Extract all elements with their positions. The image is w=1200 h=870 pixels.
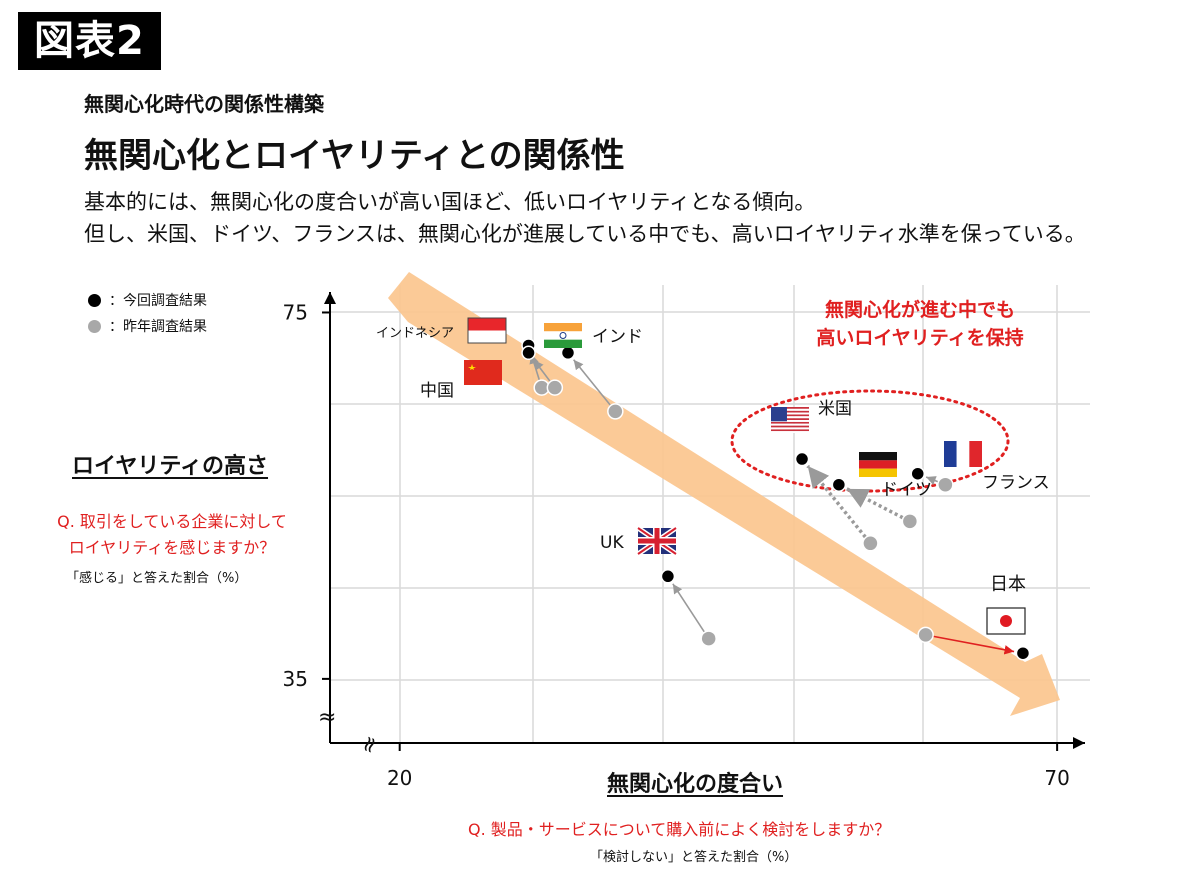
- flag-stripe: [468, 318, 506, 331]
- x-axis-title: 無関心化の度合い: [607, 772, 784, 797]
- data-point-previous: [546, 379, 564, 396]
- flag-stripe: [771, 421, 809, 424]
- flag-stripe: [771, 425, 809, 428]
- legend-previous-marker: [88, 319, 101, 333]
- data-point-previous: [700, 630, 717, 647]
- country-label: UK: [600, 533, 624, 553]
- callout-line-2: 高いロイヤリティを保持: [816, 327, 1024, 349]
- flag-sun: [1000, 615, 1012, 627]
- country-label: インド: [592, 327, 643, 347]
- flag-stripe: [771, 407, 809, 409]
- x-axis-break-mark: ≈: [355, 732, 385, 758]
- flag-emblem: [559, 332, 567, 339]
- country-label: フランス: [982, 473, 1050, 493]
- legend-current: ：今回調査結果: [88, 290, 207, 310]
- flag-stripe: [771, 416, 809, 419]
- data-point-current: [910, 466, 926, 481]
- country-label: 日本: [990, 574, 1026, 595]
- data-point-previous: [607, 403, 624, 420]
- indonesia-flag-icon: [467, 317, 507, 344]
- flag-canton: [771, 407, 787, 422]
- y-tick-label-0: 35: [283, 667, 308, 691]
- x-axis-note: 「検討しない」と答えた割合（%）: [590, 850, 798, 865]
- china-flag-icon: [464, 360, 502, 385]
- legend-current-marker: [88, 293, 101, 307]
- flag-stripe: [771, 412, 809, 415]
- y-axis-break-mark: ≈: [318, 705, 336, 730]
- movement-arrow: [933, 635, 1015, 655]
- flag-stripe: [771, 418, 809, 420]
- movement-arrow: [846, 487, 904, 520]
- france-flag-icon: [944, 441, 982, 467]
- flag-border: [467, 317, 507, 344]
- flag-field: [464, 360, 502, 385]
- data-point-current: [660, 569, 676, 584]
- y-axis-question-line-1: Q. 取引をしている企業に対して: [57, 512, 287, 531]
- flag-stripe: [544, 339, 582, 348]
- country-label: 米国: [818, 399, 852, 419]
- usa-flag-icon: [771, 407, 809, 433]
- description-line-2: 但し、米国、ドイツ、フランスは、無関心化が進展している中でも、高いロイヤリティ水…: [84, 222, 1086, 246]
- flag-stripe: [468, 330, 506, 343]
- flag-stripe: [771, 408, 809, 411]
- legend-previous: ：昨年調査結果: [88, 316, 207, 336]
- callout-line-1: 無関心化が進む中でも: [824, 299, 1015, 321]
- figure-label: 図表2: [18, 12, 161, 70]
- data-point-previous: [862, 535, 879, 552]
- data-point-previous: [937, 476, 954, 493]
- legend-previous-label: ：昨年調査結果: [109, 319, 207, 335]
- flag-stripe: [771, 410, 809, 413]
- india-flag-icon: [544, 323, 582, 348]
- y-axis-note: 「感じる」と答えた割合（%）: [66, 571, 248, 586]
- x-tick-label-1: 70: [1044, 766, 1069, 790]
- flag-stripe: [771, 429, 809, 432]
- germany-flag-icon: [859, 452, 897, 477]
- japan-flag-icon: [986, 607, 1026, 635]
- flag-stripe: [859, 468, 897, 477]
- flag-stripe: [969, 441, 982, 467]
- flag-stripe: [771, 427, 809, 430]
- flag-stripe: [544, 323, 582, 332]
- flag-cross: [638, 538, 676, 544]
- flag-stripe: [859, 460, 897, 469]
- y-tick-label-1: 75: [283, 300, 308, 324]
- flag-stripe: [956, 441, 970, 467]
- movement-arrow: [533, 359, 551, 382]
- movement-arrow: [672, 583, 705, 633]
- y-axis-question-line-2: ロイヤリティを感じますか？: [68, 538, 276, 557]
- y-axis-title: ロイヤリティの高さ: [72, 454, 269, 479]
- page-kicker: 無関心化時代の関係性構築: [84, 92, 324, 116]
- country-label: 中国: [420, 381, 454, 401]
- movement-arrow: [806, 464, 867, 539]
- movement-arrow: [573, 359, 611, 406]
- data-point-previous: [901, 513, 919, 530]
- data-point-current: [560, 345, 576, 361]
- x-tick-label-0: 20: [387, 766, 412, 790]
- description-line-1: 基本的には、無関心化の度合いが高い国ほど、低いロイヤリティとなる傾向。: [84, 190, 816, 214]
- flag-stripe: [944, 441, 957, 467]
- uk-flag-icon: [636, 525, 678, 557]
- flag-stripe: [771, 414, 809, 417]
- data-point-current: [521, 345, 536, 361]
- country-label: ドイツ: [881, 480, 932, 500]
- data-point-current: [1015, 645, 1031, 661]
- x-axis-question: Q. 製品・サービスについて購入前によく検討をしますか？: [468, 820, 891, 839]
- data-point-current: [831, 477, 847, 492]
- legend-current-label: ：今回調査結果: [109, 293, 207, 309]
- flag-stripe: [771, 420, 809, 422]
- flag-stripe: [544, 331, 582, 340]
- flag-stripe: [771, 423, 809, 426]
- data-point-current: [794, 451, 810, 467]
- data-point-previous: [917, 626, 934, 644]
- flag-stripe: [859, 452, 897, 461]
- movement-arrow: [925, 476, 939, 486]
- page-title: 無関心化とロイヤリティとの関係性: [84, 136, 625, 176]
- country-label: インドネシア: [376, 326, 454, 341]
- flag-star: [468, 364, 476, 370]
- flag-stripe: [771, 431, 809, 433]
- callout-text: 無関心化が進む中でも 高いロイヤリティを保持: [790, 296, 1050, 352]
